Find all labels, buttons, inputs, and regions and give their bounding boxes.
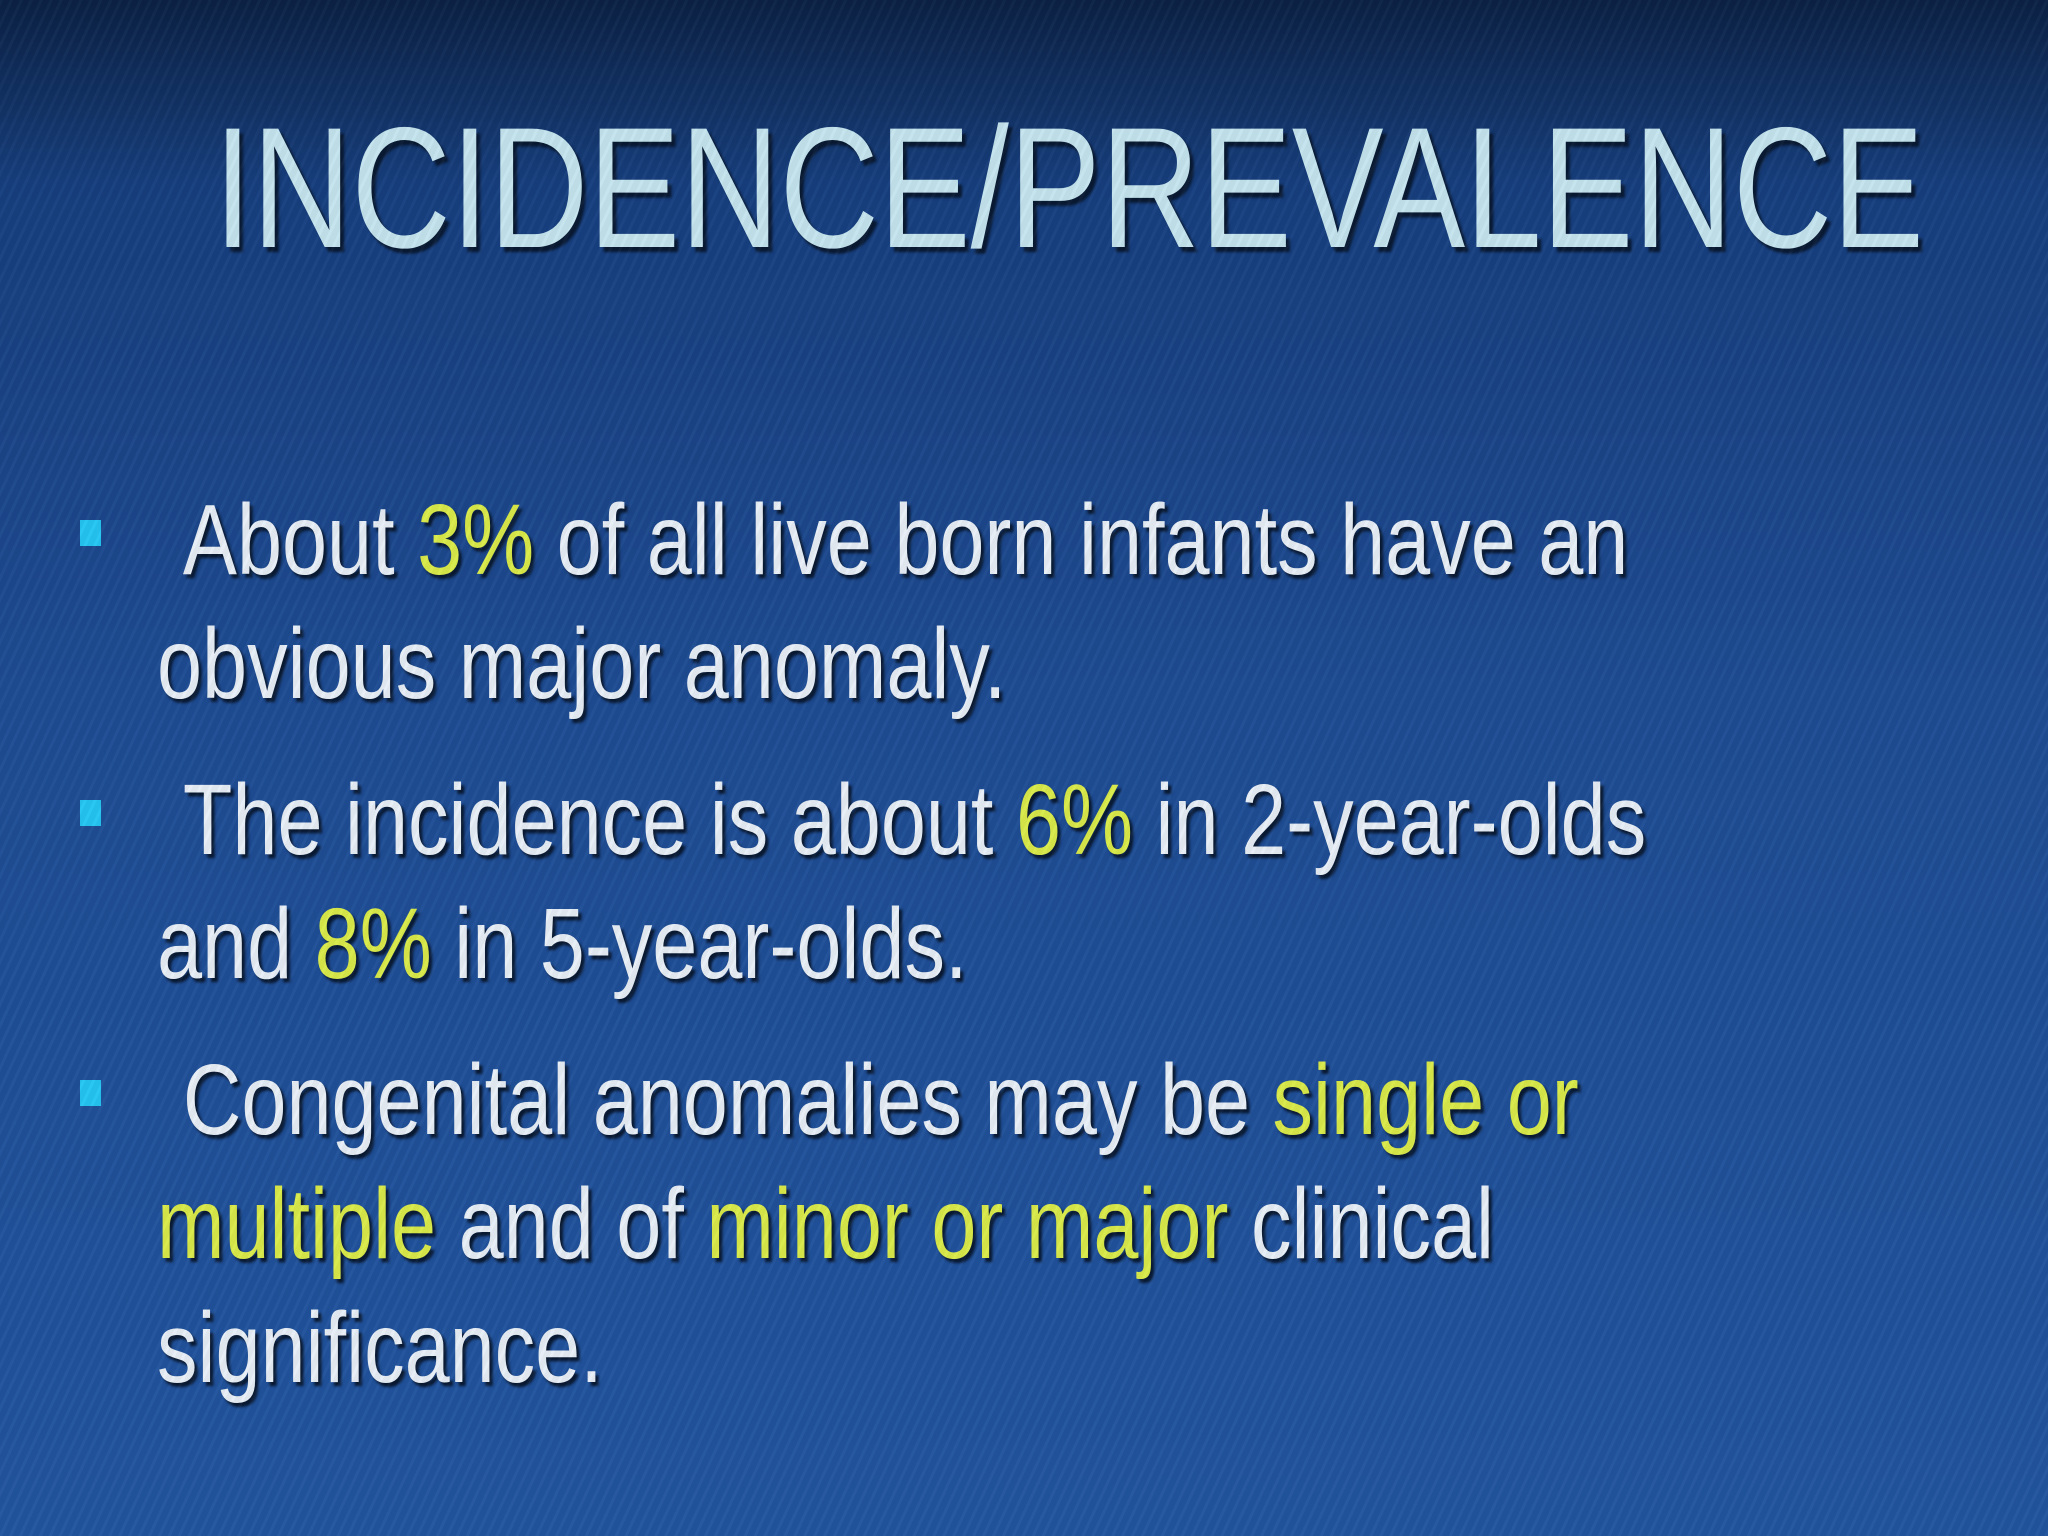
highlight-text: 6% [1015, 764, 1134, 876]
highlight-text: single or [1272, 1044, 1579, 1156]
bullet: About 3% of all live born infants have a… [80, 478, 1988, 726]
slide-title: INCIDENCE/PREVALENCE [0, 92, 2048, 284]
text: and of [436, 1168, 707, 1280]
text: About [182, 484, 418, 596]
text: in 2-year-olds [1133, 764, 1647, 876]
highlight-text: minor or major [706, 1168, 1229, 1280]
text: obvious major anomaly. [157, 608, 1007, 720]
bullet-line: obvious major anomaly. [157, 602, 1988, 726]
highlight-text: multiple [157, 1168, 437, 1280]
bullet-line: multiple and of minor or major clinical [157, 1162, 1988, 1286]
text: clinical [1228, 1168, 1495, 1280]
text: and [157, 888, 315, 1000]
bullet-marker [80, 800, 102, 826]
bullet-marker [80, 1080, 102, 1106]
text: in 5-year-olds. [431, 888, 968, 1000]
highlight-text: 8% [314, 888, 432, 1000]
bullet-line: significance. [157, 1286, 1988, 1410]
bullet-marker [80, 520, 102, 546]
bullet: Congenital anomalies may be single or mul… [80, 1038, 1988, 1410]
bullet: The incidence is about 6% in 2-year-olds… [80, 758, 1988, 1006]
bullet-line: and 8% in 5-year-olds. [157, 882, 1988, 1006]
highlight-text: 3% [417, 484, 535, 596]
title-text: INCIDENCE/PREVALENCE [213, 92, 1924, 284]
bullet-list: About 3% of all live born infants have a… [80, 478, 1988, 1442]
text: significance. [157, 1292, 603, 1404]
bullet-line: The incidence is about 6% in 2-year-olds [157, 758, 1988, 882]
bullet-line: Congenital anomalies may be single or [157, 1038, 1988, 1162]
text: Congenital anomalies may be [182, 1044, 1273, 1156]
text: The incidence is about [182, 764, 1016, 876]
bullet-line: About 3% of all live born infants have a… [157, 478, 1988, 602]
text: of all live born infants have an [534, 484, 1629, 596]
